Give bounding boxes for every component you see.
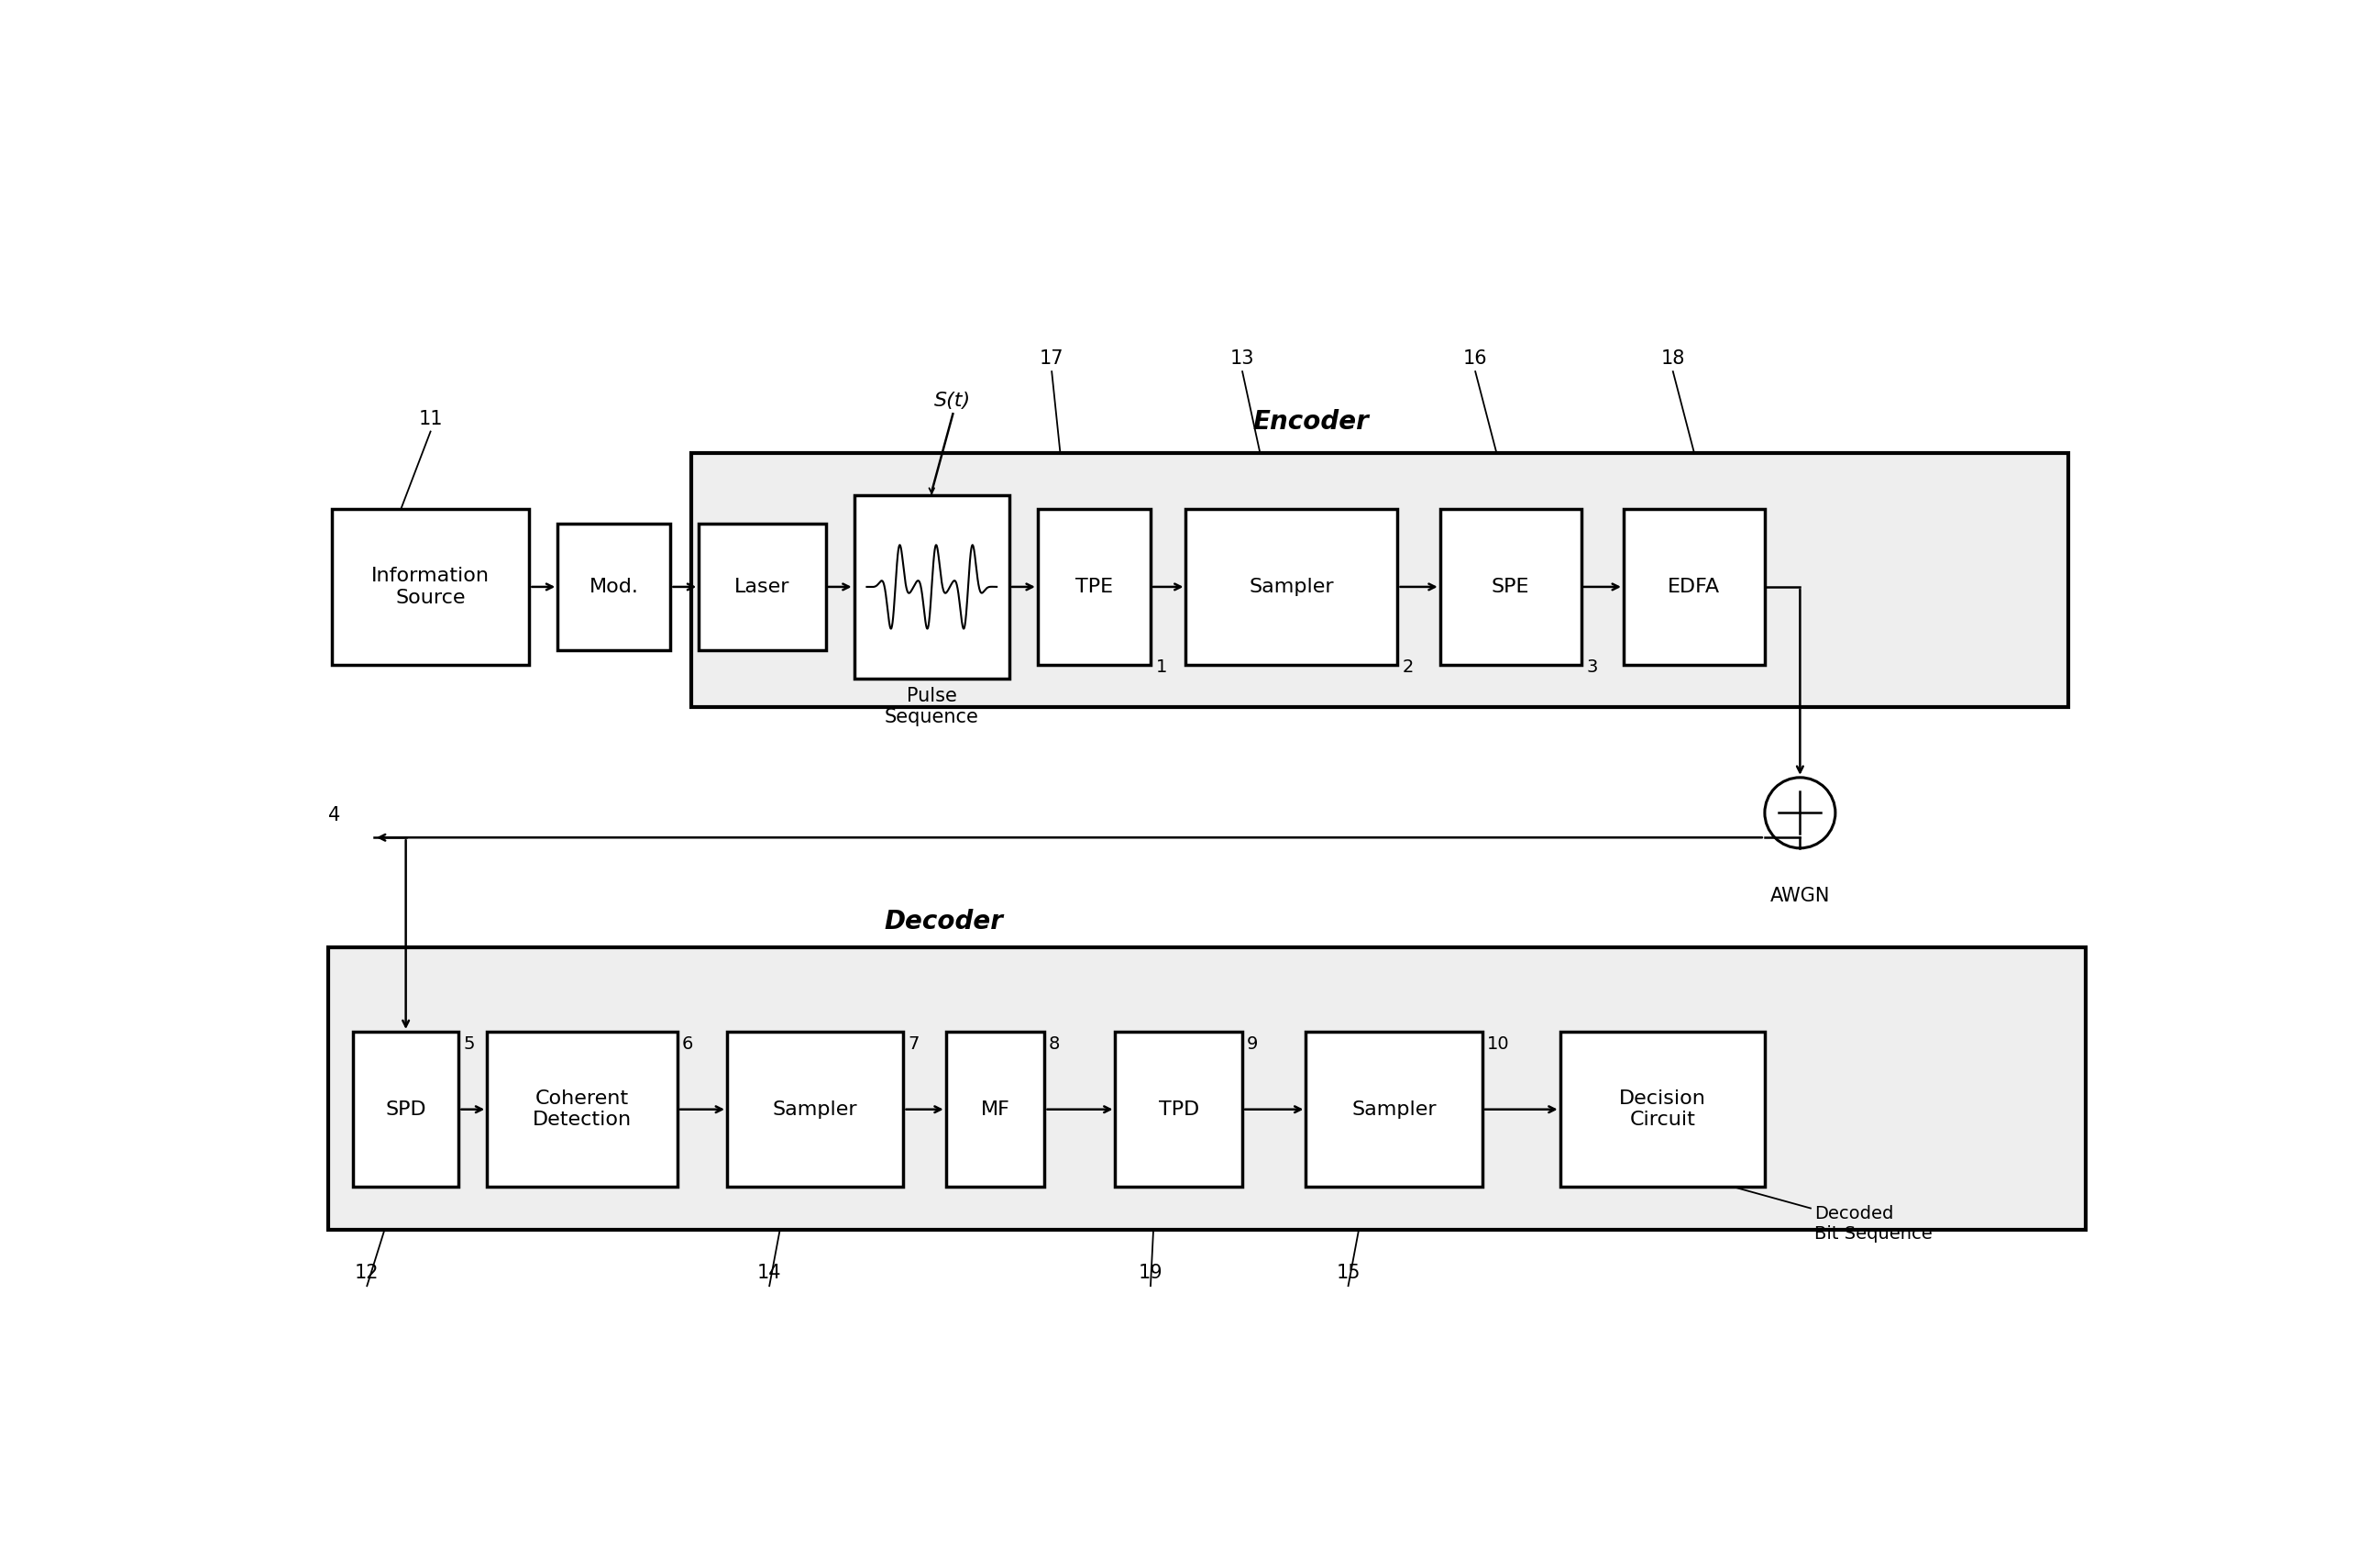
Text: SPD: SPD <box>386 1101 426 1119</box>
FancyBboxPatch shape <box>488 1031 678 1187</box>
FancyBboxPatch shape <box>700 523 826 650</box>
Text: 18: 18 <box>1661 350 1685 368</box>
FancyBboxPatch shape <box>557 523 671 650</box>
Text: EDFA: EDFA <box>1668 577 1721 596</box>
Text: 7: 7 <box>907 1036 919 1053</box>
Text: Sampler: Sampler <box>1352 1101 1438 1119</box>
Text: TPE: TPE <box>1076 577 1114 596</box>
Text: 15: 15 <box>1335 1265 1361 1282</box>
Text: 10: 10 <box>1488 1036 1509 1053</box>
FancyBboxPatch shape <box>854 495 1009 678</box>
FancyBboxPatch shape <box>331 509 528 664</box>
FancyBboxPatch shape <box>352 1031 459 1187</box>
Text: Sampler: Sampler <box>1250 577 1335 596</box>
FancyBboxPatch shape <box>1623 509 1764 664</box>
Text: AWGN: AWGN <box>1771 887 1830 906</box>
Text: Decoder: Decoder <box>883 909 1002 935</box>
Text: 6: 6 <box>681 1036 693 1053</box>
Text: Decoded
Bit Sequence: Decoded Bit Sequence <box>1814 1204 1933 1243</box>
Text: 9: 9 <box>1247 1036 1259 1053</box>
Text: S(t): S(t) <box>935 392 971 410</box>
Text: 1: 1 <box>1157 659 1166 676</box>
Text: 8: 8 <box>1050 1036 1059 1053</box>
FancyBboxPatch shape <box>1559 1031 1764 1187</box>
Text: 19: 19 <box>1138 1265 1164 1282</box>
Text: Coherent
Detection: Coherent Detection <box>533 1090 631 1128</box>
FancyBboxPatch shape <box>726 1031 904 1187</box>
Text: 11: 11 <box>419 410 443 427</box>
Text: MF: MF <box>981 1101 1009 1119</box>
FancyBboxPatch shape <box>693 452 2068 707</box>
FancyBboxPatch shape <box>328 947 2085 1229</box>
FancyBboxPatch shape <box>1307 1031 1483 1187</box>
Text: 2: 2 <box>1402 659 1414 676</box>
Text: 17: 17 <box>1040 350 1064 368</box>
Text: Information
Source: Information Source <box>371 567 490 607</box>
Text: 5: 5 <box>464 1036 474 1053</box>
FancyBboxPatch shape <box>1440 509 1580 664</box>
Text: Sampler: Sampler <box>774 1101 857 1119</box>
Text: SPE: SPE <box>1492 577 1530 596</box>
FancyBboxPatch shape <box>1185 509 1397 664</box>
Text: 13: 13 <box>1230 350 1254 368</box>
Text: 12: 12 <box>355 1265 378 1282</box>
Text: Decision
Circuit: Decision Circuit <box>1618 1090 1706 1128</box>
Text: TPD: TPD <box>1159 1101 1200 1119</box>
FancyBboxPatch shape <box>945 1031 1045 1187</box>
Text: Laser: Laser <box>735 577 790 596</box>
Text: Mod.: Mod. <box>590 577 638 596</box>
Text: 16: 16 <box>1464 350 1488 368</box>
Text: 3: 3 <box>1585 659 1597 676</box>
Text: Encoder: Encoder <box>1252 409 1368 435</box>
FancyBboxPatch shape <box>1116 1031 1242 1187</box>
FancyBboxPatch shape <box>1038 509 1150 664</box>
Text: 4: 4 <box>328 807 340 825</box>
Text: Pulse
Sequence: Pulse Sequence <box>885 687 978 726</box>
Text: 14: 14 <box>757 1265 781 1282</box>
